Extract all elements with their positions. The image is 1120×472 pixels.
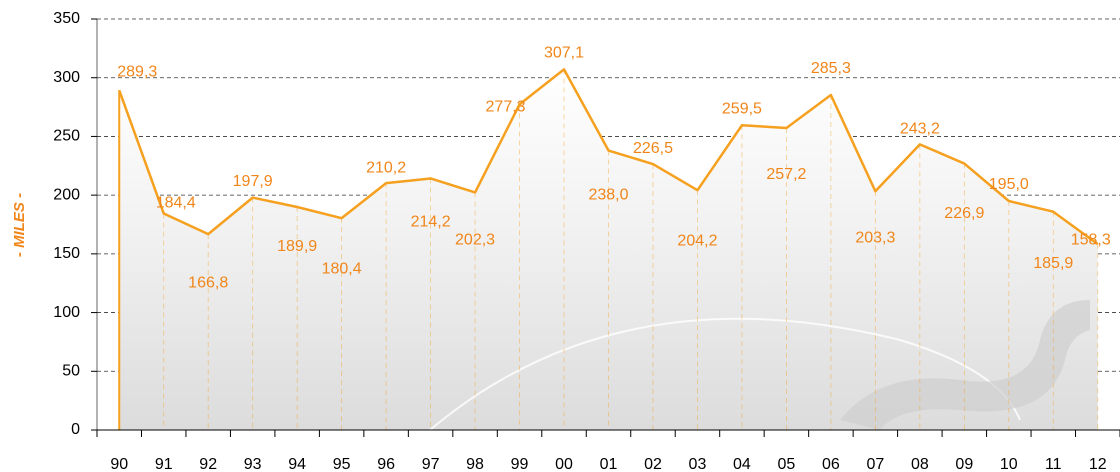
data-label: 180,4 — [322, 260, 362, 277]
data-label: 195,0 — [989, 176, 1029, 193]
chart: - MILES - 050100150200250300350909192939… — [0, 0, 1120, 472]
y-tick-label: 50 — [62, 363, 80, 380]
data-label: 277,3 — [486, 99, 526, 116]
data-label: 307,1 — [544, 45, 584, 62]
data-label: 184,4 — [156, 195, 196, 212]
x-tick-label: 12 — [1089, 456, 1107, 472]
data-label: 197,9 — [233, 173, 273, 190]
x-tick-label: 91 — [155, 456, 173, 472]
y-tick-label: 350 — [53, 10, 80, 27]
data-label: 203,3 — [855, 229, 895, 246]
data-label: 285,3 — [811, 60, 851, 77]
data-label: 210,2 — [366, 159, 406, 176]
x-tick-label: 09 — [955, 456, 973, 472]
y-tick-label: 100 — [53, 304, 80, 321]
x-tick-label: 04 — [733, 456, 751, 472]
data-label: 202,3 — [455, 232, 495, 249]
x-tick-label: 03 — [689, 456, 707, 472]
x-tick-label: 01 — [600, 456, 618, 472]
data-label: 289,3 — [117, 63, 157, 80]
x-tick-label: 97 — [422, 456, 440, 472]
y-tick-label: 250 — [53, 128, 80, 145]
x-tick-label: 94 — [288, 456, 306, 472]
data-label: 257,2 — [766, 166, 806, 183]
data-label: 185,9 — [1033, 255, 1073, 272]
data-label: 214,2 — [411, 214, 451, 231]
x-tick-label: 07 — [866, 456, 884, 472]
x-tick-label: 90 — [110, 456, 128, 472]
x-tick-label: 93 — [244, 456, 262, 472]
y-tick-label: 0 — [71, 421, 80, 438]
y-axis-title: - MILES - — [11, 193, 28, 257]
data-label: 158,3 — [1071, 231, 1111, 248]
page: - MILES - 050100150200250300350909192939… — [0, 0, 1120, 472]
data-label: 259,5 — [722, 100, 762, 117]
x-tick-label: 95 — [333, 456, 351, 472]
x-tick-label: 08 — [911, 456, 929, 472]
y-tick-label: 300 — [53, 69, 80, 86]
data-label: 243,2 — [900, 121, 940, 138]
data-label: 204,2 — [677, 232, 717, 249]
data-label: 166,8 — [188, 274, 228, 291]
x-tick-label: 11 — [1045, 456, 1062, 472]
x-tick-label: 06 — [822, 456, 840, 472]
y-tick-label: 200 — [53, 186, 80, 203]
x-tick-label: 98 — [466, 456, 484, 472]
x-tick-label: 00 — [555, 456, 573, 472]
data-label: 226,5 — [633, 140, 673, 157]
data-label: 189,9 — [277, 238, 317, 255]
x-tick-label: 96 — [377, 456, 395, 472]
x-tick-label: 02 — [644, 456, 662, 472]
x-tick-label: 99 — [511, 456, 529, 472]
x-tick-label: 10 — [1000, 456, 1018, 472]
data-label: 238,0 — [588, 187, 628, 204]
x-tick-label: 05 — [778, 456, 796, 472]
x-tick-label: 92 — [199, 456, 217, 472]
y-tick-label: 150 — [53, 245, 80, 262]
data-label: 226,9 — [944, 205, 984, 222]
